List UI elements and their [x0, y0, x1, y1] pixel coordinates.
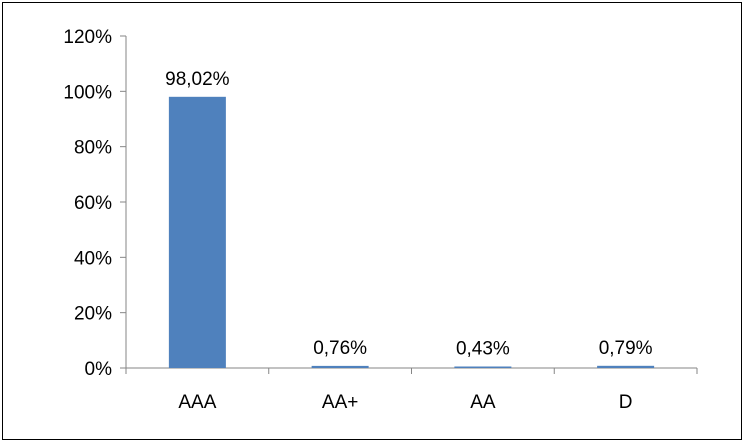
- data-label: 0,43%: [456, 339, 510, 360]
- bar: [454, 366, 512, 368]
- data-label: 98,02%: [165, 69, 230, 90]
- y-tick-label: 100%: [63, 82, 112, 103]
- bar: [168, 96, 226, 368]
- y-tick-label: 0%: [85, 359, 113, 380]
- bar: [311, 365, 369, 368]
- y-tick-label: 80%: [74, 138, 112, 159]
- bar: [597, 365, 655, 368]
- y-tick-label: 60%: [74, 193, 112, 214]
- x-tick-label: AA+: [322, 392, 358, 413]
- y-tick-label: 120%: [63, 27, 112, 48]
- y-tick-label: 40%: [74, 248, 112, 269]
- data-label: 0,76%: [313, 338, 367, 359]
- data-label: 0,79%: [599, 338, 653, 359]
- x-tick-label: AAA: [178, 392, 216, 413]
- y-tick-label: 20%: [74, 304, 112, 325]
- x-tick-label: D: [619, 392, 633, 413]
- x-tick-label: AA: [470, 392, 496, 413]
